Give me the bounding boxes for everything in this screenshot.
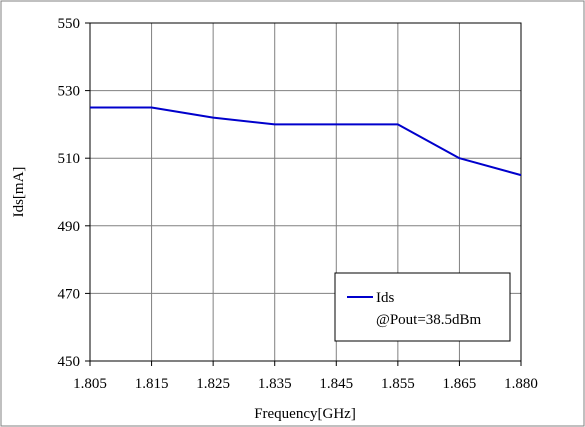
- legend-note: @Pout=38.5dBm: [376, 312, 482, 328]
- x-tick-label: 1.815: [135, 376, 169, 392]
- x-tick-label: 1.845: [319, 376, 353, 392]
- grid: [90, 23, 521, 361]
- x-axis-label: Frequency[GHz]: [254, 406, 356, 422]
- y-tick-label: 530: [58, 84, 81, 100]
- plot-area: [89, 22, 522, 362]
- legend: Ids @Pout=38.5dBm: [334, 272, 511, 342]
- legend-label-ids: Ids: [376, 290, 394, 306]
- y-tick-label: 510: [58, 151, 81, 167]
- y-tick-label: 470: [58, 286, 81, 302]
- x-tick-label: 1.825: [196, 376, 230, 392]
- x-tick-label: 1.855: [381, 376, 415, 392]
- x-tick-label: 1.865: [443, 376, 477, 392]
- x-tick-label: 1.805: [73, 376, 107, 392]
- y-axis-label: Ids[mA]: [11, 167, 27, 218]
- x-tick-label: 1.880: [504, 376, 538, 392]
- legend-box: [334, 272, 511, 342]
- y-tick-label: 550: [58, 16, 81, 32]
- series-line-ids: [90, 106, 522, 177]
- y-tick-label: 490: [58, 219, 81, 235]
- x-tick-label: 1.835: [258, 376, 292, 392]
- y-axis-ticks: 450 470 490 510 530 550: [58, 16, 90, 370]
- x-axis-ticks: 1.805 1.815 1.825 1.835 1.845 1.855 1.865 1.880: [73, 361, 538, 392]
- series-layer: [90, 106, 522, 177]
- y-tick-label: 450: [58, 354, 81, 370]
